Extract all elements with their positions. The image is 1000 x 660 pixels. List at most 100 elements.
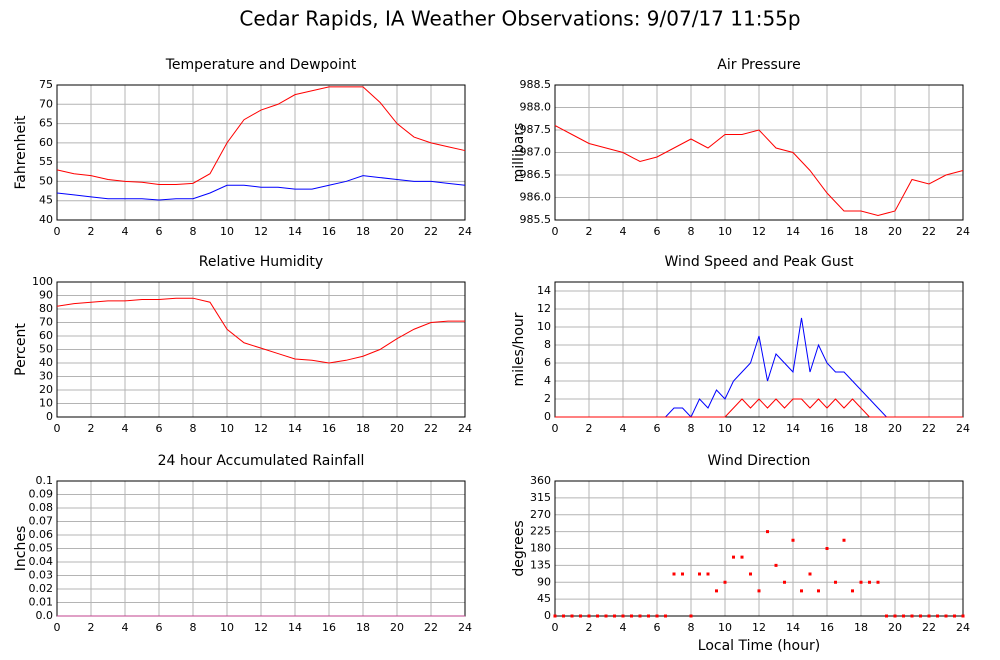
- x-tick-label: 18: [356, 225, 370, 238]
- y-tick-label: 60: [39, 136, 53, 149]
- x-tick-label: 16: [820, 422, 834, 435]
- data-point: [596, 614, 599, 618]
- data-point: [723, 580, 727, 584]
- data-point: [800, 589, 803, 593]
- x-tick-label: 2: [586, 422, 593, 435]
- plot-frame: [554, 480, 964, 617]
- x-tick-label: 10: [220, 621, 234, 634]
- x-tick-label: 16: [322, 621, 336, 634]
- y-tick-label: 45: [537, 592, 551, 605]
- data-point: [715, 589, 718, 593]
- data-point: [944, 614, 948, 618]
- y-tick-label: 0.07: [29, 515, 54, 528]
- data-point: [740, 555, 744, 559]
- x-tick-label: 4: [620, 422, 627, 435]
- y-tick-label: 0.08: [29, 501, 54, 514]
- data-point: [791, 538, 795, 542]
- y-tick-label: 14: [537, 284, 551, 297]
- data-line: [56, 175, 466, 201]
- y-tick-label: 2: [544, 392, 551, 405]
- y-tick-label: 40: [39, 213, 53, 226]
- x-axis-label: Local Time (hour): [698, 638, 820, 654]
- x-tick-label: 6: [654, 422, 661, 435]
- data-point: [638, 614, 642, 618]
- x-tick-label: 12: [752, 225, 766, 238]
- data-point: [553, 614, 557, 618]
- data-point: [893, 614, 897, 618]
- data-point: [672, 572, 676, 576]
- x-tick-label: 22: [424, 225, 438, 238]
- x-tick-label: 20: [888, 225, 902, 238]
- x-tick-label: 4: [122, 422, 129, 435]
- x-tick-label: 24: [956, 621, 970, 634]
- x-tick-label: 10: [220, 422, 234, 435]
- x-tick-label: 2: [88, 621, 95, 634]
- data-point: [681, 572, 684, 576]
- data-point: [604, 614, 608, 618]
- data-point: [851, 589, 854, 593]
- x-tick-label: 20: [888, 422, 902, 435]
- x-tick-label: 6: [156, 422, 163, 435]
- x-tick-label: 14: [288, 225, 302, 238]
- x-tick-label: 0: [54, 422, 61, 435]
- y-axis-label: Inches: [13, 526, 29, 571]
- plot-frame: [56, 84, 466, 221]
- x-tick-label: 12: [254, 422, 268, 435]
- data-line: [56, 86, 466, 186]
- data-line: [555, 398, 963, 418]
- x-tick-label: 22: [922, 225, 936, 238]
- x-tick-label: 12: [752, 422, 766, 435]
- x-tick-label: 10: [220, 225, 234, 238]
- x-tick-label: 18: [854, 422, 868, 435]
- data-point: [834, 580, 837, 584]
- y-tick-label: 65: [39, 117, 53, 130]
- y-tick-label: 0.05: [29, 542, 54, 555]
- y-tick-label: 988.5: [520, 78, 552, 91]
- data-point: [842, 538, 846, 542]
- x-tick-label: 22: [424, 621, 438, 634]
- y-axis-label: Percent: [13, 323, 29, 376]
- x-tick-label: 0: [552, 225, 559, 238]
- x-tick-label: 6: [156, 225, 163, 238]
- x-tick-label: 8: [688, 225, 695, 238]
- x-tick-label: 24: [956, 422, 970, 435]
- y-tick-label: 985.5: [520, 213, 552, 226]
- data-point: [732, 555, 735, 559]
- y-axis-label: millibars: [511, 123, 527, 183]
- x-tick-label: 18: [356, 422, 370, 435]
- y-tick-label: 986.5: [520, 168, 552, 181]
- x-tick-label: 4: [620, 225, 627, 238]
- y-tick-label: 0.03: [29, 569, 54, 582]
- y-tick-label: 0.04: [29, 555, 54, 568]
- data-point: [706, 572, 710, 576]
- x-tick-label: 6: [654, 621, 661, 634]
- y-tick-label: 987.5: [520, 123, 552, 136]
- plot-frame: [554, 84, 964, 221]
- data-point: [783, 580, 786, 584]
- y-tick-label: 315: [530, 491, 551, 504]
- y-tick-label: 0.06: [29, 528, 54, 541]
- x-tick-label: 0: [54, 621, 61, 634]
- y-tick-label: 8: [544, 338, 551, 351]
- y-tick-label: 0.01: [29, 596, 54, 609]
- data-point: [562, 614, 565, 618]
- x-tick-label: 16: [322, 225, 336, 238]
- data-point: [766, 530, 769, 534]
- x-tick-label: 18: [854, 225, 868, 238]
- y-tick-label: 0.02: [29, 582, 54, 595]
- data-point: [961, 614, 965, 618]
- x-tick-label: 16: [820, 621, 834, 634]
- x-tick-label: 14: [786, 621, 800, 634]
- data-point: [817, 589, 820, 593]
- x-tick-label: 2: [586, 621, 593, 634]
- y-tick-label: 50: [39, 174, 53, 187]
- x-tick-label: 2: [88, 422, 95, 435]
- data-point: [757, 589, 761, 593]
- data-point: [808, 572, 812, 576]
- y-tick-label: 987.0: [520, 146, 552, 159]
- x-tick-label: 4: [122, 225, 129, 238]
- x-tick-label: 8: [688, 422, 695, 435]
- y-tick-label: 90: [537, 575, 551, 588]
- y-tick-label: 10: [39, 397, 53, 410]
- chart-title: Temperature and Dewpoint: [165, 57, 357, 73]
